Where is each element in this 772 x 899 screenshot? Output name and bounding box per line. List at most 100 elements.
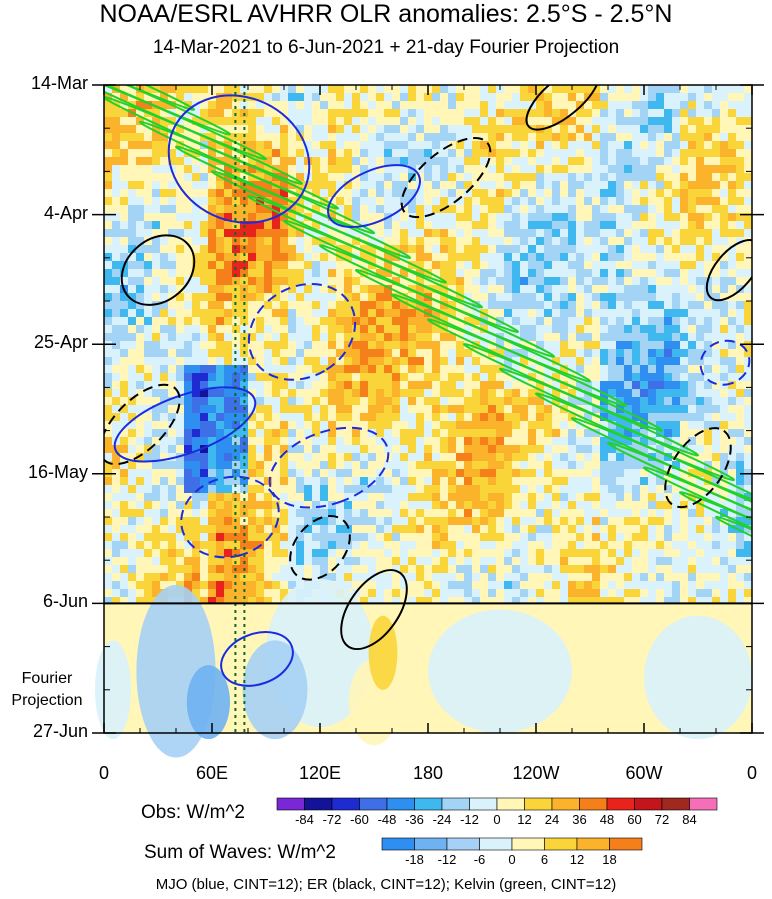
field-cell (400, 397, 408, 405)
field-cell (688, 309, 696, 317)
field-cell (360, 197, 368, 205)
field-cell (480, 325, 488, 333)
field-cell (232, 325, 240, 333)
field-cell (664, 581, 672, 589)
field-cell (504, 501, 512, 509)
field-cell (104, 141, 112, 149)
field-cell (248, 517, 256, 525)
field-cell (184, 349, 192, 357)
field-cell (496, 341, 504, 349)
field-cell (144, 317, 152, 325)
field-cell (112, 325, 120, 333)
field-cell (104, 597, 112, 604)
field-cell (376, 309, 384, 317)
field-cell (208, 517, 216, 525)
field-cell (728, 501, 736, 509)
mjo-contour (327, 164, 421, 229)
field-cell (584, 181, 592, 189)
field-cell (488, 293, 496, 301)
field-cell (272, 189, 280, 197)
field-cell (264, 213, 272, 221)
field-cell (400, 85, 408, 93)
field-cell (192, 445, 200, 453)
field-cell (400, 541, 408, 549)
field-cell (616, 173, 624, 181)
field-cell (664, 357, 672, 365)
field-cell (224, 469, 232, 477)
field-cell (184, 541, 192, 549)
field-cell (488, 125, 496, 133)
field-cell (280, 141, 288, 149)
field-cell (240, 213, 248, 221)
field-cell (152, 381, 160, 389)
field-cell (104, 381, 112, 389)
field-cell (600, 589, 608, 597)
field-cell (744, 269, 752, 277)
field-cell (384, 429, 392, 437)
field-cell (208, 197, 216, 205)
field-cell (568, 365, 576, 373)
field-cell (416, 501, 424, 509)
field-cell (352, 541, 360, 549)
obs-colorbar-box (359, 797, 388, 811)
field-cell (656, 301, 664, 309)
field-cell (376, 437, 384, 445)
field-cell (528, 285, 536, 293)
field-cell (488, 469, 496, 477)
field-cell (600, 253, 608, 261)
field-cell (664, 445, 672, 453)
field-cell (696, 477, 704, 485)
field-cell (144, 293, 152, 301)
field-cell (424, 421, 432, 429)
field-cell (576, 181, 584, 189)
field-cell (512, 405, 520, 413)
field-cell (560, 333, 568, 341)
field-cell (624, 365, 632, 373)
field-cell (576, 101, 584, 109)
field-cell (200, 581, 208, 589)
field-cell (232, 261, 240, 269)
field-cell (296, 357, 304, 365)
field-cell (488, 445, 496, 453)
field-cell (456, 493, 464, 501)
field-cell (456, 421, 464, 429)
field-cell (176, 477, 184, 485)
field-cell (704, 525, 712, 533)
field-cell (720, 157, 728, 165)
field-cell (688, 437, 696, 445)
field-cell (256, 189, 264, 197)
obs-colorbar-box (304, 797, 333, 811)
field-cell (184, 405, 192, 413)
kelvin-contour (750, 540, 752, 630)
field-cell (528, 501, 536, 509)
field-cell (400, 197, 408, 205)
field-cell (504, 261, 512, 269)
field-cell (312, 301, 320, 309)
field-cell (616, 221, 624, 229)
field-cell (128, 565, 136, 573)
field-cell (544, 357, 552, 365)
field-cell (432, 205, 440, 213)
field-cell (288, 517, 296, 525)
field-cell (176, 413, 184, 421)
field-cell (680, 373, 688, 381)
field-cell (368, 117, 376, 125)
field-cell (488, 453, 496, 461)
field-cell (192, 461, 200, 469)
field-cell (544, 501, 552, 509)
field-cell (232, 309, 240, 317)
field-cell (136, 293, 144, 301)
field-cell (344, 325, 352, 333)
field-cell (632, 173, 640, 181)
field-cell (112, 141, 120, 149)
field-cell (392, 373, 400, 381)
field-cell (296, 501, 304, 509)
field-cell (512, 525, 520, 533)
field-cell (256, 293, 264, 301)
field-cell (648, 501, 656, 509)
field-cell (552, 149, 560, 157)
field-cell (144, 85, 152, 93)
field-cell (568, 261, 576, 269)
field-cell (448, 549, 456, 557)
field-cell (520, 317, 528, 325)
